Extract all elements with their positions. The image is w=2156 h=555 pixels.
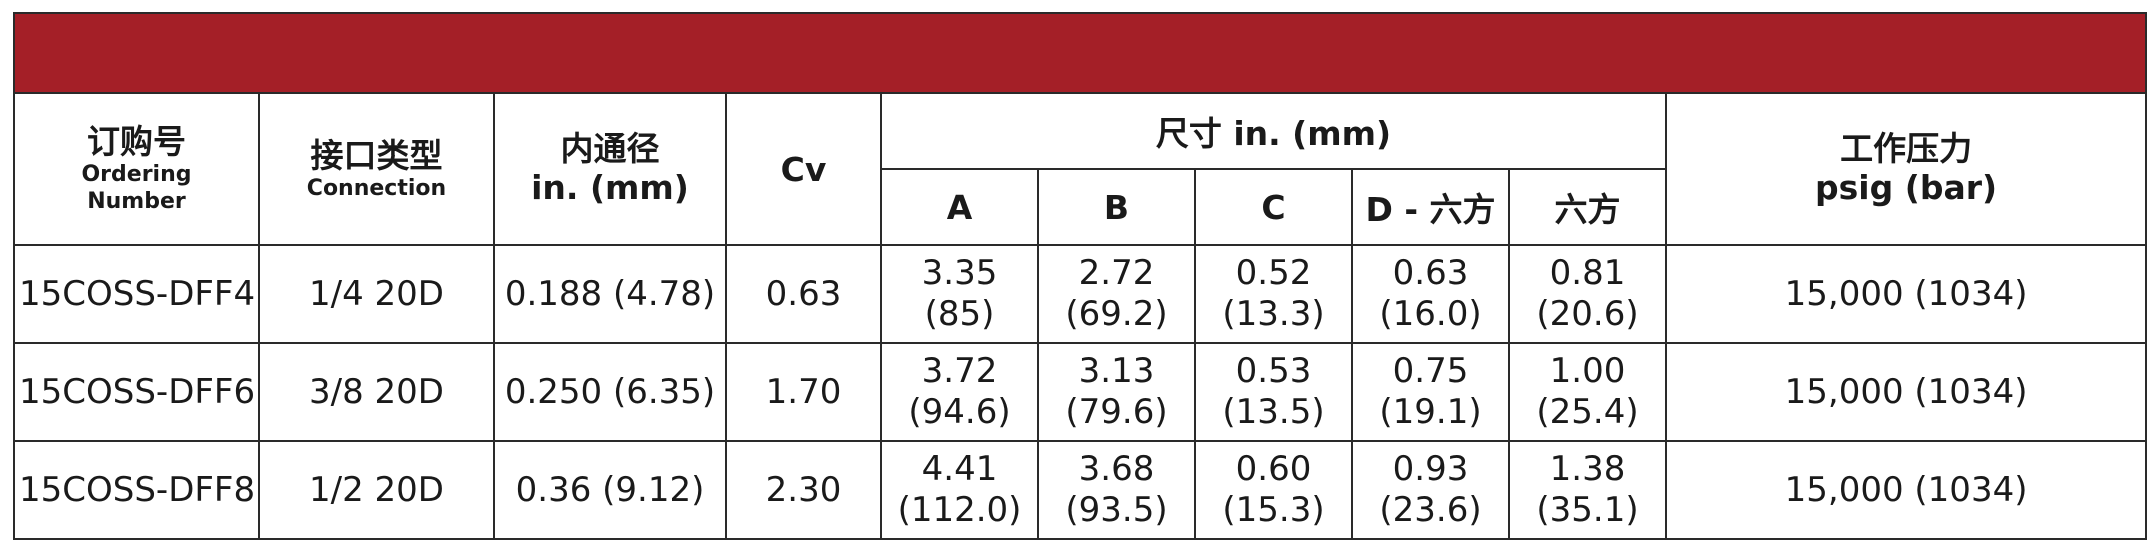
cell-dim-d-in: 0.93 bbox=[1392, 449, 1469, 489]
header-dim-hex-label: 六方 bbox=[1554, 190, 1621, 229]
header-cv-label: Cv bbox=[780, 149, 827, 189]
cell-dim-d: 0.75 (19.1) bbox=[1351, 342, 1510, 442]
cell-pressure: 15,000 (1034) bbox=[1664, 342, 2148, 442]
cell-bore: 0.188 (4.78) bbox=[493, 244, 727, 344]
cell-dim-d: 0.63 (16.0) bbox=[1351, 244, 1510, 344]
header-ordering-en-2: Number bbox=[87, 189, 186, 214]
header-cv: Cv bbox=[725, 92, 882, 246]
header-row-top: 订购号 Ordering Number 接口类型 Connection 内通径 … bbox=[13, 92, 2148, 246]
header-dim-c: C bbox=[1194, 168, 1353, 246]
cell-dim-a-mm: (112.0) bbox=[897, 490, 1022, 530]
cell-dim-hex-in: 0.81 bbox=[1549, 253, 1626, 293]
cell-dim-d-mm: (23.6) bbox=[1379, 490, 1482, 530]
cell-dim-d-in: 0.75 bbox=[1392, 351, 1469, 391]
header-dim-a-label: A bbox=[946, 187, 973, 227]
header-pressure-en: psig (bar) bbox=[1815, 168, 1998, 207]
cell-dim-b-mm: (93.5) bbox=[1065, 490, 1168, 530]
cell-ordering: 15COSS-DFF4 bbox=[13, 244, 260, 344]
cell-connection: 1/4 20D bbox=[258, 244, 495, 344]
cell-dim-a: 4.41 (112.0) bbox=[880, 440, 1039, 540]
cell-dim-c-in: 0.52 bbox=[1235, 253, 1312, 293]
header-bore: 内通径 in. (mm) bbox=[493, 92, 727, 246]
cell-dim-a-mm: (94.6) bbox=[908, 392, 1011, 432]
header-ordering-cn: 订购号 bbox=[87, 122, 186, 161]
cell-dim-b: 2.72 (69.2) bbox=[1037, 244, 1196, 344]
table-row: 15COSS-DFF8 1/2 20D 0.36 (9.12) 2.30 4.4… bbox=[13, 440, 2148, 540]
cell-dim-a-mm: (85) bbox=[924, 294, 995, 334]
header-dimensions: 尺寸 in. (mm) bbox=[880, 92, 1667, 170]
cell-dim-a-in: 3.72 bbox=[921, 351, 998, 391]
cell-dim-c-mm: (15.3) bbox=[1222, 490, 1325, 530]
cell-dim-hex-in: 1.00 bbox=[1549, 351, 1626, 391]
title-band bbox=[12, 12, 2148, 94]
cell-dim-b: 3.13 (79.6) bbox=[1037, 342, 1196, 442]
cell-dim-c-in: 0.53 bbox=[1235, 351, 1312, 391]
cell-ordering: 15COSS-DFF6 bbox=[13, 342, 260, 442]
header-dim-b-label: B bbox=[1103, 187, 1130, 227]
header-dim-a: A bbox=[880, 168, 1039, 246]
cell-bore: 0.36 (9.12) bbox=[493, 440, 727, 540]
cell-dim-c-mm: (13.5) bbox=[1222, 392, 1325, 432]
cell-pressure: 15,000 (1034) bbox=[1664, 440, 2148, 540]
cell-dim-a: 3.35 (85) bbox=[880, 244, 1039, 344]
cell-dim-a: 3.72 (94.6) bbox=[880, 342, 1039, 442]
cell-dim-d-mm: (19.1) bbox=[1379, 392, 1482, 432]
cell-dim-hex-in: 1.38 bbox=[1549, 449, 1626, 489]
cell-dim-b-in: 2.72 bbox=[1078, 253, 1155, 293]
header-pressure-cn: 工作压力 bbox=[1840, 129, 1973, 168]
cell-dim-b-mm: (69.2) bbox=[1065, 294, 1168, 334]
cell-dim-c: 0.53 (13.5) bbox=[1194, 342, 1353, 442]
cell-dim-hex-mm: (25.4) bbox=[1536, 392, 1639, 432]
header-bore-cn: 内通径 bbox=[560, 129, 660, 168]
cell-dim-d: 0.93 (23.6) bbox=[1351, 440, 1510, 540]
cell-cv: 0.63 bbox=[725, 244, 882, 344]
header-connection-cn: 接口类型 bbox=[310, 135, 443, 175]
cell-dim-hex: 0.81 (20.6) bbox=[1508, 244, 1667, 344]
cell-cv: 1.70 bbox=[725, 342, 882, 442]
spec-table: 订购号 Ordering Number 接口类型 Connection 内通径 … bbox=[12, 12, 2148, 540]
header-dimensions-label: 尺寸 in. (mm) bbox=[1155, 114, 1392, 153]
header-connection: 接口类型 Connection bbox=[258, 92, 495, 246]
cell-cv: 2.30 bbox=[725, 440, 882, 540]
spec-table-container: 订购号 Ordering Number 接口类型 Connection 内通径 … bbox=[12, 12, 2148, 542]
cell-dim-b-in: 3.13 bbox=[1078, 351, 1155, 391]
cell-dim-d-in: 0.63 bbox=[1392, 253, 1469, 293]
header-row-bottom: A B C D - 六方 六方 bbox=[14, 168, 2146, 246]
cell-connection: 1/2 20D bbox=[258, 440, 495, 540]
header-bore-en: in. (mm) bbox=[531, 168, 689, 207]
cell-dim-hex: 1.00 (25.4) bbox=[1508, 342, 1667, 442]
header-ordering: 订购号 Ordering Number bbox=[13, 92, 260, 246]
header-dim-d: D - 六方 bbox=[1351, 168, 1510, 246]
header-dim-c-label: C bbox=[1261, 187, 1286, 227]
table-row: 15COSS-DFF4 1/4 20D 0.188 (4.78) 0.63 3.… bbox=[13, 244, 2148, 344]
cell-dim-c-in: 0.60 bbox=[1235, 449, 1312, 489]
header-pressure: 工作压力 psig (bar) bbox=[1664, 92, 2148, 246]
cell-bore: 0.250 (6.35) bbox=[493, 342, 727, 442]
cell-dim-c-mm: (13.3) bbox=[1222, 294, 1325, 334]
title-band-row bbox=[12, 12, 2148, 94]
cell-dim-b-mm: (79.6) bbox=[1065, 392, 1168, 432]
header-dim-hex: 六方 bbox=[1508, 168, 1667, 246]
cell-ordering: 15COSS-DFF8 bbox=[13, 440, 260, 540]
cell-dim-b-in: 3.68 bbox=[1078, 449, 1155, 489]
cell-dim-a-in: 4.41 bbox=[921, 449, 998, 489]
cell-dim-hex-mm: (20.6) bbox=[1536, 294, 1639, 334]
cell-dim-d-mm: (16.0) bbox=[1379, 294, 1482, 334]
cell-dim-c: 0.52 (13.3) bbox=[1194, 244, 1353, 344]
cell-connection: 3/8 20D bbox=[258, 342, 495, 442]
cell-dim-a-in: 3.35 bbox=[921, 253, 998, 293]
header-dim-d-label: D - 六方 bbox=[1365, 190, 1496, 229]
header-ordering-en-1: Ordering bbox=[81, 162, 192, 187]
cell-dim-hex-mm: (35.1) bbox=[1536, 490, 1639, 530]
header-connection-en: Connection bbox=[306, 175, 447, 201]
cell-dim-c: 0.60 (15.3) bbox=[1194, 440, 1353, 540]
cell-dim-b: 3.68 (93.5) bbox=[1037, 440, 1196, 540]
cell-pressure: 15,000 (1034) bbox=[1664, 244, 2148, 344]
table-row: 15COSS-DFF6 3/8 20D 0.250 (6.35) 1.70 3.… bbox=[13, 342, 2148, 442]
cell-dim-hex: 1.38 (35.1) bbox=[1508, 440, 1667, 540]
header-dim-b: B bbox=[1037, 168, 1196, 246]
